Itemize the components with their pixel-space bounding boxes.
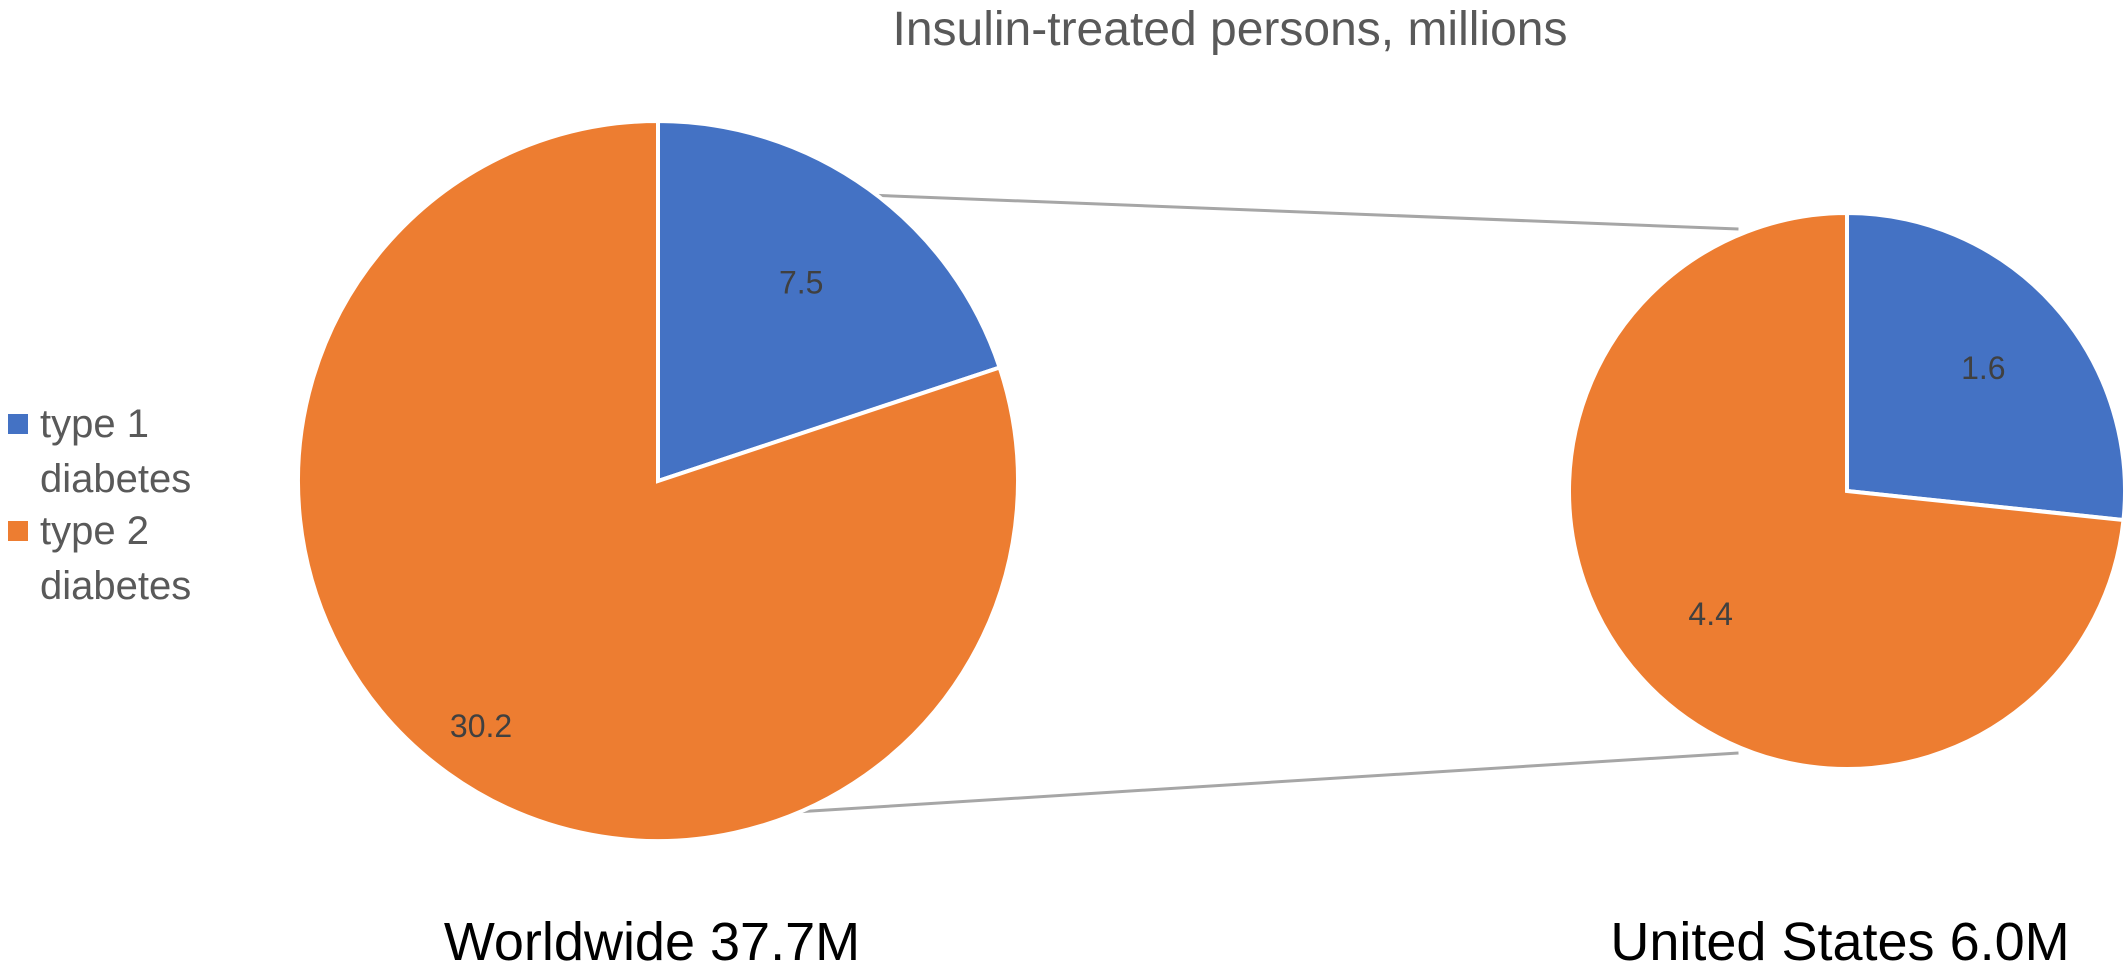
legend: type 1 diabetes type 2 diabetes — [8, 402, 191, 608]
connector-line-bottom — [776, 751, 1739, 815]
united-states-caption: United States 6.0M — [1610, 912, 2069, 972]
worldwide-data-label-30-2: 30.2 — [450, 708, 512, 744]
worldwide-data-label-7-5: 7.5 — [779, 264, 823, 300]
chart-title: Insulin-treated persons, millions — [893, 3, 1568, 56]
united-states-data-label-1-6: 1.6 — [1961, 350, 2005, 386]
worldwide-caption: Worldwide 37.7M — [444, 912, 860, 972]
legend-label-type-1-line-1: type 1 — [40, 402, 149, 446]
legend-item-type-1: type 1 diabetes — [8, 402, 191, 501]
legend-swatch-type-1 — [8, 414, 28, 434]
united-states-slice-type-1 — [1845, 210, 2127, 523]
united-states-pie: 1.6 4.4 — [1567, 210, 2127, 771]
worldwide-slice-type-1 — [656, 118, 1003, 484]
legend-item-type-2: type 2 diabetes — [8, 509, 191, 608]
legend-swatch-type-2 — [8, 521, 28, 541]
connector-line-top — [864, 193, 1739, 231]
worldwide-pie: 7.5 30.2 — [296, 118, 1020, 843]
united-states-slice-type-2 — [1567, 210, 2126, 771]
legend-label-type-1-line-2: diabetes — [40, 457, 191, 501]
worldwide-slice-type-2 — [296, 118, 1020, 843]
connector-lines — [776, 193, 1739, 815]
legend-label-type-2-line-2: diabetes — [40, 564, 191, 608]
united-states-data-label-4-4: 4.4 — [1688, 596, 1732, 632]
legend-label-type-2-line-1: type 2 — [40, 509, 149, 553]
